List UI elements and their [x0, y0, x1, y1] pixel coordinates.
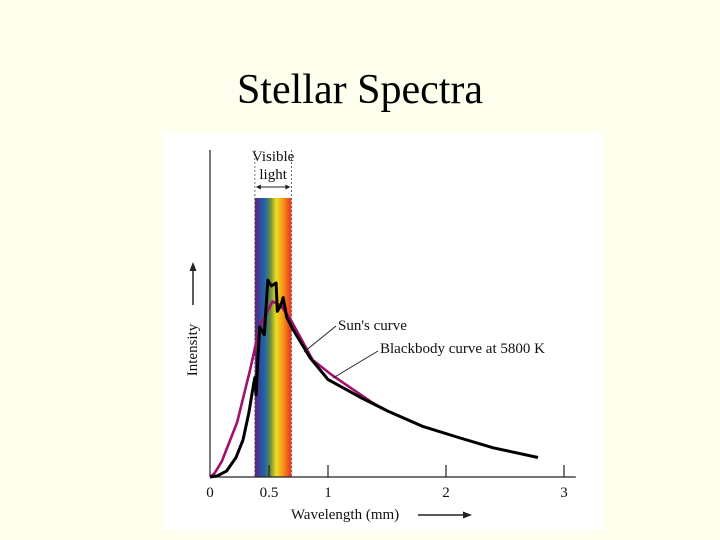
visible-label-line1: Visible	[252, 149, 295, 165]
x-tick-label: 0	[206, 485, 214, 501]
slide-title: Stellar Spectra	[236, 67, 484, 113]
y-axis-label: Intensity	[185, 323, 201, 376]
chart-panel	[163, 133, 603, 530]
sun-curve-leader	[303, 325, 337, 353]
x-tick-label: 3	[560, 485, 568, 501]
visible-label-line2: light	[259, 167, 287, 183]
blackbody-curve	[209, 300, 388, 479]
x-tick-label: 1	[324, 485, 332, 501]
sun-curve-annotation: Sun's curve	[338, 318, 407, 334]
x-tick-label: 0.5	[260, 485, 279, 501]
y-axis-arrowhead	[189, 262, 197, 271]
x-axis-label: Wavelength (mm)	[291, 507, 399, 523]
x-tick-label: 2	[442, 485, 450, 501]
visible-light-band	[254, 198, 292, 477]
sun-curve	[209, 278, 539, 479]
x-axis-arrowhead	[463, 511, 472, 519]
blackbody-curve-annotation: Blackbody curve at 5800 K	[380, 341, 545, 357]
blackbody-curve-leader	[332, 350, 379, 379]
